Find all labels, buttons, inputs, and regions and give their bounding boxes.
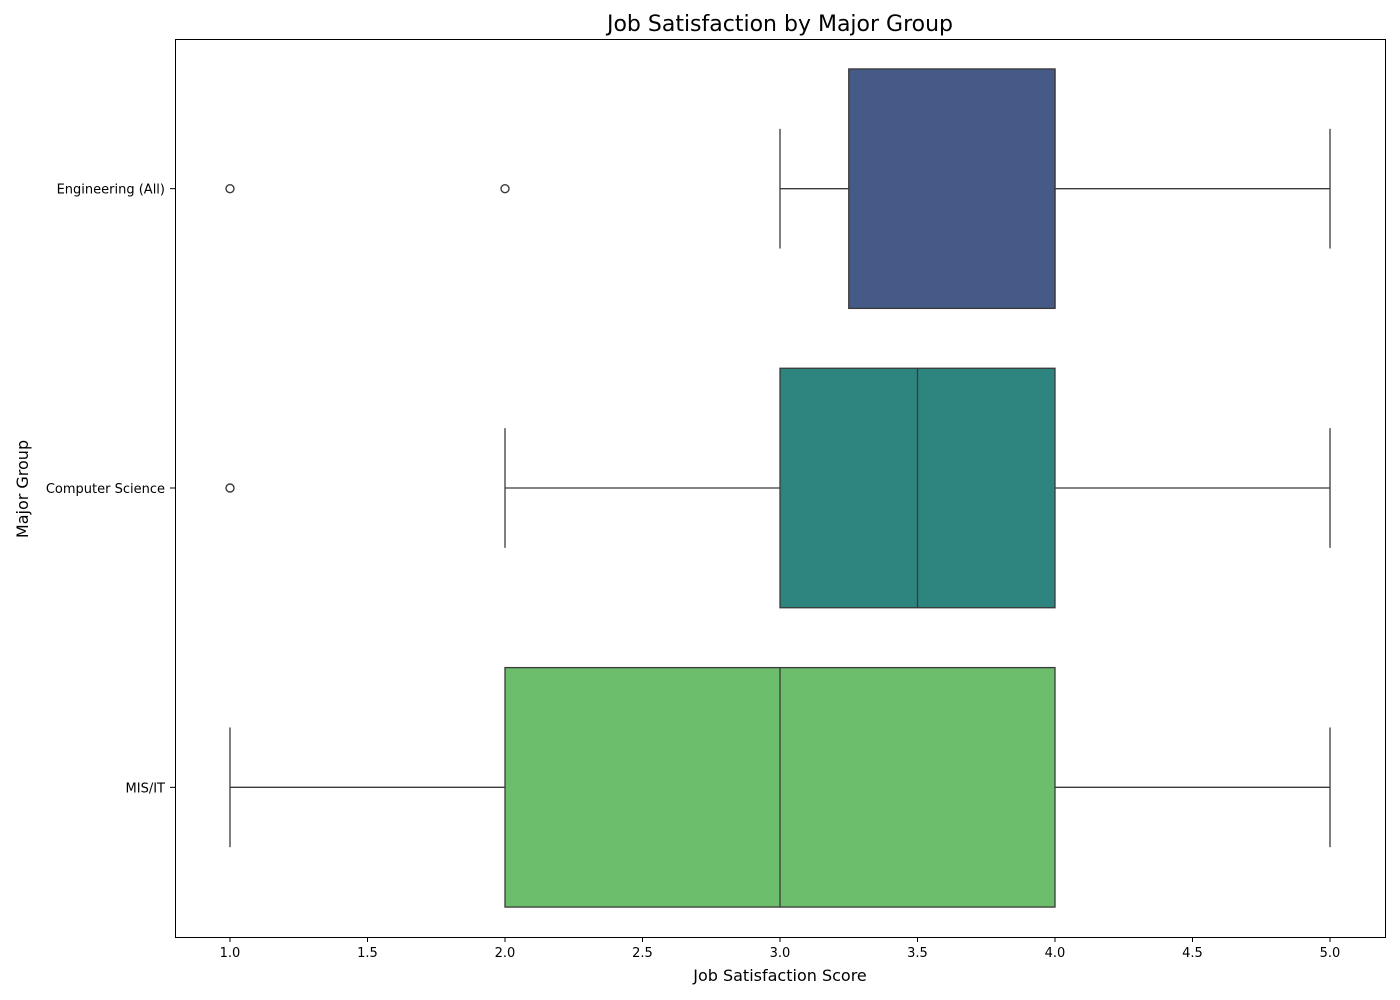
x-tick-label: 3.0 <box>770 946 791 961</box>
outlier-point <box>225 183 235 194</box>
chart-title: Job Satisfaction by Major Group <box>605 12 953 37</box>
y-axis-ticks: Engineering (All) Computer Science MIS/IT <box>46 183 175 796</box>
x-tick-label: 4.5 <box>1182 946 1203 961</box>
boxes-layer <box>225 68 1331 908</box>
x-axis-label: Job Satisfaction Score <box>692 966 867 985</box>
x-tick-label: 2.5 <box>632 946 653 961</box>
y-tick-label: Engineering (All) <box>57 183 165 198</box>
x-axis-ticks: 1.0 1.5 2.0 2.5 3.0 3.5 4.0 4.5 5.0 <box>220 937 1341 961</box>
x-tick-label: 5.0 <box>1320 946 1341 961</box>
outlier-point <box>500 183 510 194</box>
x-tick-label: 1.0 <box>220 946 241 961</box>
box-group <box>229 666 1331 908</box>
box-group <box>225 367 1331 609</box>
y-axis-label: Major Group <box>13 440 32 538</box>
iqr-box <box>848 68 1056 310</box>
y-tick-label: MIS/IT <box>126 781 166 796</box>
x-tick-label: 3.5 <box>907 946 928 961</box>
x-tick-label: 2.0 <box>495 946 516 961</box>
y-tick-label: Computer Science <box>46 482 165 497</box>
x-tick-label: 1.5 <box>357 946 378 961</box>
box-group <box>225 68 1331 310</box>
x-tick-label: 4.0 <box>1045 946 1066 961</box>
outlier-point <box>225 483 235 493</box>
